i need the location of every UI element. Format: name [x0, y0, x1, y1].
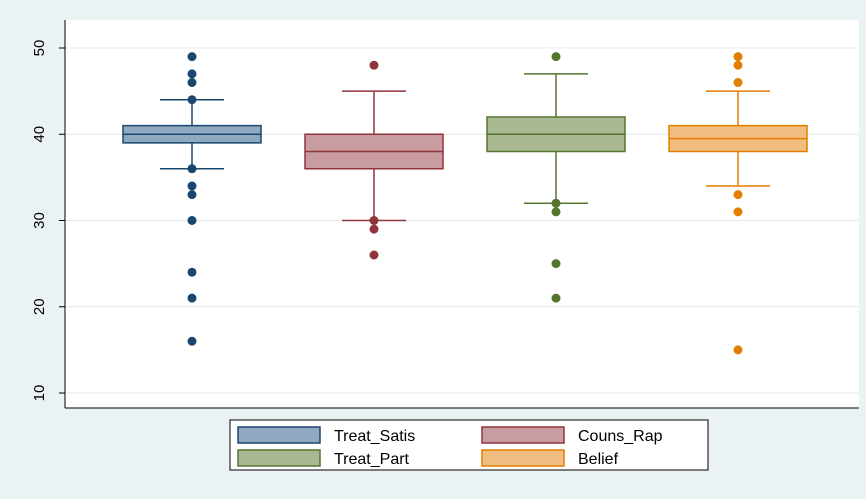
outlier-point: [551, 259, 561, 269]
legend-swatch-treat-part: [237, 449, 321, 467]
y-tick-label-20: 20: [31, 298, 48, 315]
outlier-point: [733, 207, 743, 217]
box-couns-rap: [304, 60, 444, 260]
legend-swatch-belief: [481, 449, 565, 467]
outlier-point: [187, 95, 197, 105]
legend-label-treat-part: Treat_Part: [334, 451, 410, 468]
outlier-point: [187, 181, 197, 191]
outlier-point: [187, 336, 197, 346]
outlier-point: [187, 216, 197, 225]
outlier-point: [187, 190, 197, 200]
box-treat-satis: [122, 52, 262, 346]
outlier-point: [187, 267, 197, 277]
outlier-point: [733, 60, 743, 70]
outlier-point: [187, 52, 197, 62]
y-tick-label-10: 10: [31, 385, 48, 402]
legend-label-belief: Belief: [578, 451, 619, 468]
outlier-point: [551, 198, 561, 208]
y-tick-label-50: 50: [31, 40, 48, 57]
outlier-point: [187, 164, 197, 174]
outlier-point: [187, 293, 197, 303]
box-groups: [122, 52, 808, 355]
y-axis-ticks: 10 20 30 40 50: [31, 40, 65, 402]
outlier-point: [551, 207, 561, 217]
legend-swatch-couns-rap: [481, 426, 565, 444]
outlier-point: [551, 293, 561, 303]
outlier-point: [187, 78, 197, 87]
legend: Treat_Satis Couns_Rap Treat_Part Belief: [237, 426, 663, 468]
y-tick-label-40: 40: [31, 126, 48, 143]
outlier-point: [369, 60, 379, 70]
outlier-point: [551, 52, 561, 62]
box-treat-part: [486, 52, 626, 303]
outlier-point: [733, 78, 743, 87]
legend-label-couns-rap: Couns_Rap: [578, 428, 663, 445]
legend-swatch-treat-satis: [237, 426, 321, 444]
outlier-point: [369, 216, 379, 225]
box-belief: [668, 52, 808, 355]
outlier-point: [369, 250, 379, 260]
outlier-point: [187, 69, 197, 79]
plot-area: [65, 20, 859, 408]
y-tick-label-30: 30: [31, 212, 48, 229]
outlier-point: [733, 190, 743, 200]
outlier-point: [369, 224, 379, 234]
legend-label-treat-satis: Treat_Satis: [334, 428, 415, 445]
outlier-point: [733, 52, 743, 62]
outlier-point: [733, 345, 743, 355]
